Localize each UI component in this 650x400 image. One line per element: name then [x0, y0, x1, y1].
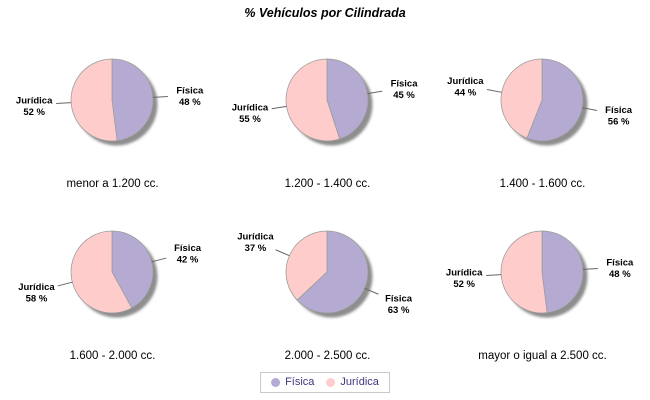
pie-category-label: 1.200 - 1.400 cc. [284, 178, 371, 190]
pie-cell: Física 48 % Jurídica 52 % menor a 1.200 cc. [5, 40, 220, 190]
svg-text:52 %: 52 % [23, 107, 45, 118]
svg-text:48 %: 48 % [609, 269, 631, 280]
svg-text:Jurídica: Jurídica [237, 232, 274, 243]
svg-text:56 %: 56 % [608, 117, 630, 128]
svg-text:Física: Física [174, 243, 202, 254]
svg-text:Física: Física [606, 258, 634, 269]
fisica-marker-icon [271, 377, 281, 387]
pie-cell: Física 56 % Jurídica 44 % 1.400 - 1.600 cc. [435, 40, 650, 190]
pie-category-label: 1.600 - 2.000 cc. [69, 350, 156, 362]
svg-text:42 %: 42 % [177, 255, 199, 266]
pie-cell: Física 45 % Jurídica 55 % 1.200 - 1.400 cc. [220, 40, 435, 190]
svg-text:Jurídica: Jurídica [16, 95, 53, 106]
svg-text:44 %: 44 % [455, 87, 477, 98]
svg-text:48 %: 48 % [179, 97, 201, 108]
svg-text:Física: Física [605, 105, 633, 116]
svg-text:37 %: 37 % [245, 243, 267, 254]
pie-cell: Física 42 % Jurídica 58 % 1.600 - 2.000 cc. [5, 212, 220, 362]
svg-text:63 %: 63 % [388, 305, 410, 316]
pie-category-label: 2.000 - 2.500 cc. [284, 350, 371, 362]
pie-cell: Física 63 % Jurídica 37 % 2.000 - 2.500 cc. [220, 212, 435, 362]
svg-text:Física: Física [176, 86, 204, 97]
svg-text:52 %: 52 % [453, 279, 475, 290]
svg-text:Física: Física [391, 78, 419, 89]
svg-text:Jurídica: Jurídica [232, 103, 269, 114]
svg-text:58 %: 58 % [26, 293, 48, 304]
svg-text:Jurídica: Jurídica [447, 76, 484, 87]
legend: Física Jurídica [260, 372, 390, 393]
legend-item-fisica: Física [271, 376, 314, 388]
legend-item-juridica: Jurídica [326, 376, 379, 388]
pie-cell: Física 48 % Jurídica 52 % mayor o igual a 2… [435, 212, 650, 362]
svg-text:45 %: 45 % [393, 90, 415, 101]
svg-text:Física: Física [385, 293, 413, 304]
legend-label-juridica: Jurídica [340, 376, 379, 388]
pie-category-label: menor a 1.200 cc. [66, 178, 159, 190]
legend-label-fisica: Física [285, 376, 315, 388]
juridica-marker-icon [326, 377, 336, 387]
pie-category-label: 1.400 - 1.600 cc. [499, 178, 586, 190]
pie-category-label: mayor o igual a 2.500 cc. [478, 350, 607, 362]
svg-text:Jurídica: Jurídica [446, 267, 483, 278]
svg-text:Jurídica: Jurídica [18, 282, 55, 293]
chart-title: % Vehículos por Cilindrada [244, 6, 406, 20]
svg-text:55 %: 55 % [239, 114, 261, 125]
